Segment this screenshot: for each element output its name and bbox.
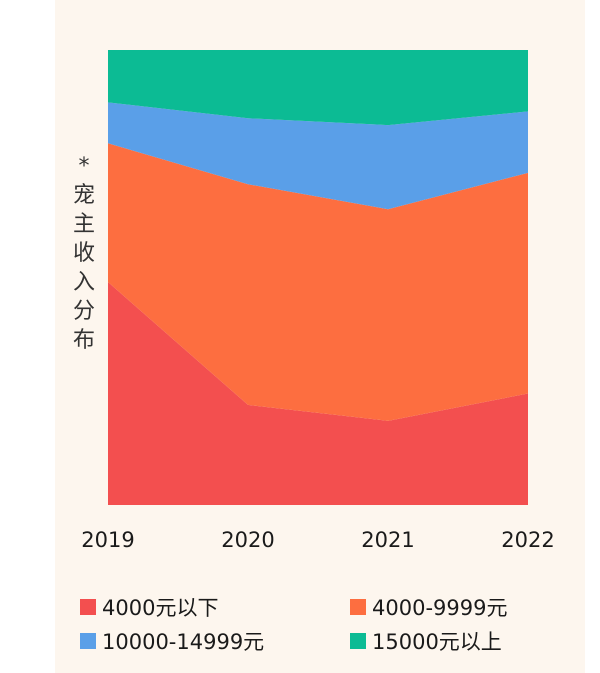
x-tick-label: 2021 xyxy=(361,528,414,552)
legend-swatch xyxy=(350,599,366,615)
area-series-0 xyxy=(108,282,528,505)
legend-label: 4000元以下 xyxy=(102,596,219,620)
legend-label: 15000元以上 xyxy=(372,630,502,654)
x-tick-label: 2020 xyxy=(221,528,274,552)
legend-item: 10000-14999元 xyxy=(80,626,264,656)
area-series-1 xyxy=(108,143,528,421)
legend-swatch xyxy=(80,633,96,649)
area-series-2 xyxy=(108,102,528,210)
legend-label: 10000-14999元 xyxy=(102,630,265,654)
legend-item: 15000元以上 xyxy=(350,626,502,656)
legend-item: 4000-9999元 xyxy=(350,592,507,622)
legend-item: 4000元以下 xyxy=(80,592,218,622)
x-tick-label: 2022 xyxy=(501,528,554,552)
legend-label: 4000-9999元 xyxy=(372,596,508,620)
legend-swatch xyxy=(350,633,366,649)
x-axis-ticks: 2019 2020 2021 2022 xyxy=(81,528,554,552)
y-axis-label: * 宠主收入分布 xyxy=(72,154,95,353)
legend-swatch xyxy=(80,599,96,615)
area-series-3 xyxy=(108,50,528,126)
chart-areas xyxy=(108,50,528,505)
x-tick-label: 2019 xyxy=(81,528,134,552)
